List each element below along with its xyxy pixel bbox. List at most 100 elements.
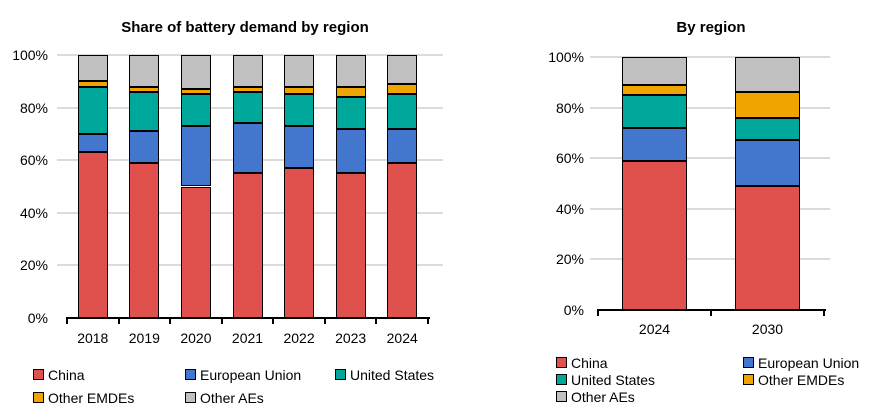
bar-segment bbox=[387, 55, 418, 84]
x-axis-tick bbox=[597, 310, 599, 316]
bar-segment bbox=[735, 57, 800, 93]
bar-segment bbox=[77, 133, 108, 153]
y-axis-tick-label: 40% bbox=[19, 204, 48, 221]
bar-segment bbox=[77, 86, 108, 134]
legend-swatch bbox=[743, 357, 754, 368]
bar-segment bbox=[129, 86, 160, 92]
legend-label: United States bbox=[571, 372, 656, 388]
x-axis-tick bbox=[427, 318, 429, 324]
right-chart-title: By region bbox=[676, 19, 746, 36]
bar-segment bbox=[387, 128, 418, 163]
x-axis-category-label: 2023 bbox=[335, 330, 367, 346]
x-axis-tick bbox=[117, 318, 120, 324]
bar-segment bbox=[387, 83, 418, 95]
gridline bbox=[590, 56, 830, 58]
bar-segment bbox=[622, 94, 687, 128]
bar-segment bbox=[335, 86, 366, 98]
bar-segment bbox=[180, 94, 211, 126]
bar-segment bbox=[387, 94, 418, 129]
bar-segment bbox=[284, 55, 315, 87]
legend-label: Other AEs bbox=[571, 389, 635, 405]
bar-segment bbox=[335, 173, 366, 318]
y-axis-tick-label: 0% bbox=[563, 302, 584, 318]
legend-label: Other EMDEs bbox=[758, 372, 845, 388]
legend-label: China bbox=[48, 367, 85, 383]
bar-segment bbox=[735, 92, 800, 118]
bar-segment bbox=[232, 86, 263, 92]
bar-segment bbox=[387, 162, 418, 318]
gridline bbox=[590, 157, 830, 160]
legend-swatch bbox=[335, 369, 346, 380]
x-axis-category-label: 2021 bbox=[231, 330, 264, 346]
y-axis-tick-label: 60% bbox=[19, 152, 48, 169]
y-axis-tick-label: 20% bbox=[19, 257, 48, 274]
bar-segment bbox=[129, 131, 160, 163]
legend-swatch bbox=[185, 392, 196, 403]
x-axis-category-label: 2020 bbox=[180, 330, 212, 346]
bar-segment bbox=[622, 84, 687, 95]
gridline bbox=[590, 207, 830, 210]
gridline bbox=[590, 106, 830, 109]
bar-segment bbox=[77, 81, 108, 87]
y-axis-tick-label: 0% bbox=[27, 310, 48, 326]
x-axis-category-label: 2022 bbox=[283, 330, 315, 346]
bar-segment bbox=[735, 186, 800, 310]
x-axis-line bbox=[65, 316, 430, 320]
x-axis-category-label: 2018 bbox=[77, 330, 109, 346]
bar-segment bbox=[180, 89, 211, 95]
legend-label: United States bbox=[350, 367, 435, 383]
y-axis-tick-label: 100% bbox=[12, 47, 48, 63]
y-axis-tick-label: 40% bbox=[555, 200, 584, 217]
bar-segment bbox=[129, 55, 160, 87]
legend-label: European Union bbox=[200, 367, 302, 383]
legend-label: European Union bbox=[758, 355, 860, 371]
legend-swatch bbox=[33, 369, 44, 380]
x-axis-category-label: 2024 bbox=[386, 330, 418, 346]
bar-segment bbox=[180, 55, 211, 90]
x-axis-tick bbox=[375, 318, 378, 324]
gridline bbox=[590, 258, 830, 261]
x-axis-category-label: 2024 bbox=[638, 321, 671, 337]
x-axis-category-label: 2030 bbox=[751, 321, 784, 337]
y-axis-tick-label: 80% bbox=[19, 99, 48, 116]
bar-segment bbox=[335, 97, 366, 129]
legend-swatch bbox=[556, 357, 567, 368]
bar-segment bbox=[180, 186, 211, 318]
bar-segment bbox=[284, 126, 315, 169]
x-axis-tick bbox=[272, 318, 275, 324]
legend-swatch bbox=[556, 391, 567, 402]
legend-swatch bbox=[556, 374, 567, 385]
x-axis-line bbox=[596, 308, 826, 312]
legend-label: Other AEs bbox=[200, 390, 264, 406]
bar-segment bbox=[129, 162, 160, 318]
legend-label: China bbox=[571, 355, 608, 371]
bar-segment bbox=[284, 168, 315, 318]
bar-segment bbox=[622, 57, 687, 85]
bar-segment bbox=[335, 55, 366, 87]
bar-segment bbox=[232, 91, 263, 124]
x-axis-tick bbox=[220, 318, 223, 324]
x-axis-tick bbox=[169, 318, 172, 324]
bar-segment bbox=[622, 127, 687, 161]
x-axis-category-label: 2019 bbox=[128, 330, 160, 346]
left-chart-title: Share of battery demand by region bbox=[121, 19, 369, 36]
bar-segment bbox=[284, 94, 315, 126]
legend-swatch bbox=[743, 374, 754, 385]
y-axis-tick-label: 80% bbox=[555, 99, 584, 116]
bar-segment bbox=[77, 55, 108, 82]
x-axis-tick bbox=[823, 310, 825, 316]
bar-segment bbox=[129, 91, 160, 132]
x-axis-tick bbox=[710, 310, 712, 316]
bar-segment bbox=[77, 152, 108, 318]
bar-segment bbox=[735, 117, 800, 141]
bar-segment bbox=[335, 128, 366, 174]
x-axis-tick bbox=[323, 318, 326, 324]
y-axis-tick-label: 20% bbox=[555, 251, 584, 268]
y-axis-tick-label: 60% bbox=[555, 150, 584, 167]
bar-segment bbox=[232, 55, 263, 87]
bar-segment bbox=[735, 140, 800, 187]
bar-segment bbox=[622, 160, 687, 310]
